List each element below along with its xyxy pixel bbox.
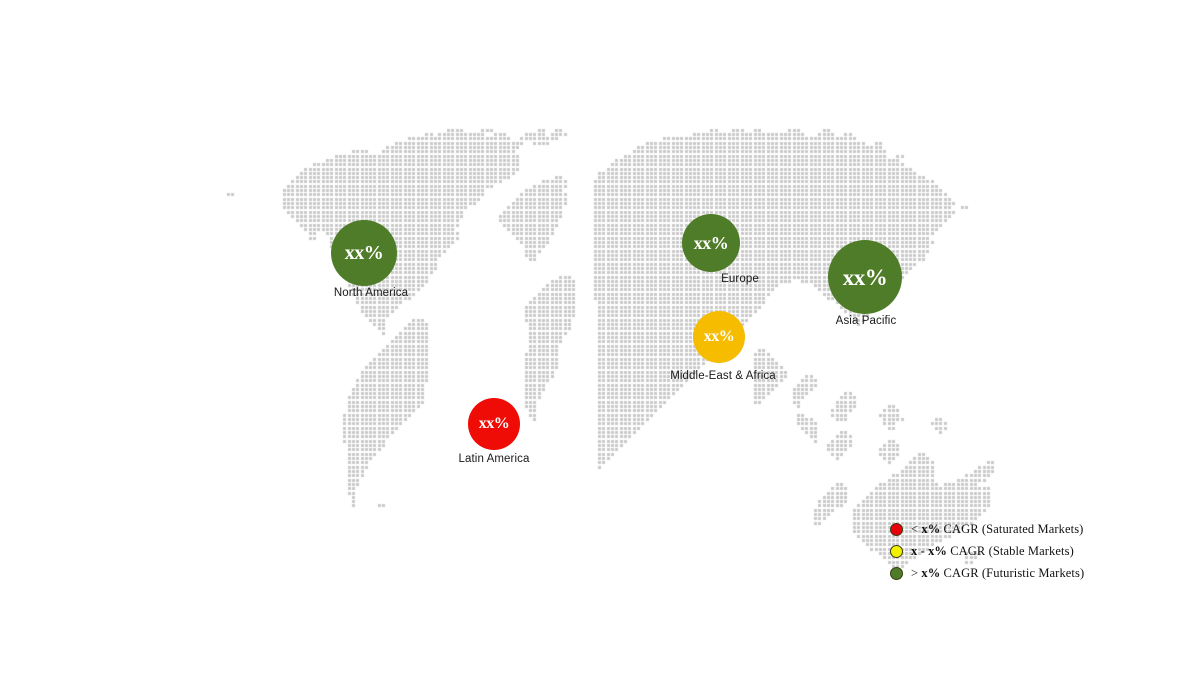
region-label-europe: Europe xyxy=(721,273,759,285)
legend-swatch-futuristic-icon xyxy=(890,566,903,580)
legend-item-futuristic[interactable]: > x% CAGR (Futuristic Markets) xyxy=(890,562,1120,584)
region-bubble-asia-pacific[interactable]: xx% xyxy=(828,240,902,314)
region-label-middle-east-africa: Middle-East & Africa xyxy=(670,370,776,382)
region-label-north-america: North America xyxy=(333,287,409,299)
legend: < x% CAGR (Saturated Markets) x - x% CAGR… xyxy=(890,518,1120,584)
legend-label-saturated: < x% CAGR (Saturated Markets) xyxy=(911,521,1084,536)
region-bubble-middle-east-africa[interactable]: xx% xyxy=(693,311,745,363)
region-bubble-europe[interactable]: xx% xyxy=(682,214,740,272)
region-value-latin-america: xx% xyxy=(478,415,510,432)
region-value-north-america: xx% xyxy=(344,242,384,264)
legend-swatch-saturated-icon xyxy=(890,522,903,536)
legend-swatch-stable-icon xyxy=(890,544,903,558)
region-value-europe: xx% xyxy=(693,233,729,253)
region-bubble-latin-america[interactable]: xx% xyxy=(468,398,520,450)
region-label-asia-pacific: Asia Pacific xyxy=(835,315,897,327)
region-value-asia-pacific: xx% xyxy=(842,264,888,290)
region-label-latin-america: Latin America xyxy=(458,453,530,465)
region-bubble-north-america[interactable]: xx% xyxy=(331,220,397,286)
region-value-middle-east-africa: xx% xyxy=(703,328,735,345)
legend-label-stable: x - x% CAGR (Stable Markets) xyxy=(911,543,1074,558)
legend-label-futuristic: > x% CAGR (Futuristic Markets) xyxy=(911,565,1085,580)
legend-item-stable[interactable]: x - x% CAGR (Stable Markets) xyxy=(890,540,1120,562)
legend-item-saturated[interactable]: < x% CAGR (Saturated Markets) xyxy=(890,518,1120,540)
